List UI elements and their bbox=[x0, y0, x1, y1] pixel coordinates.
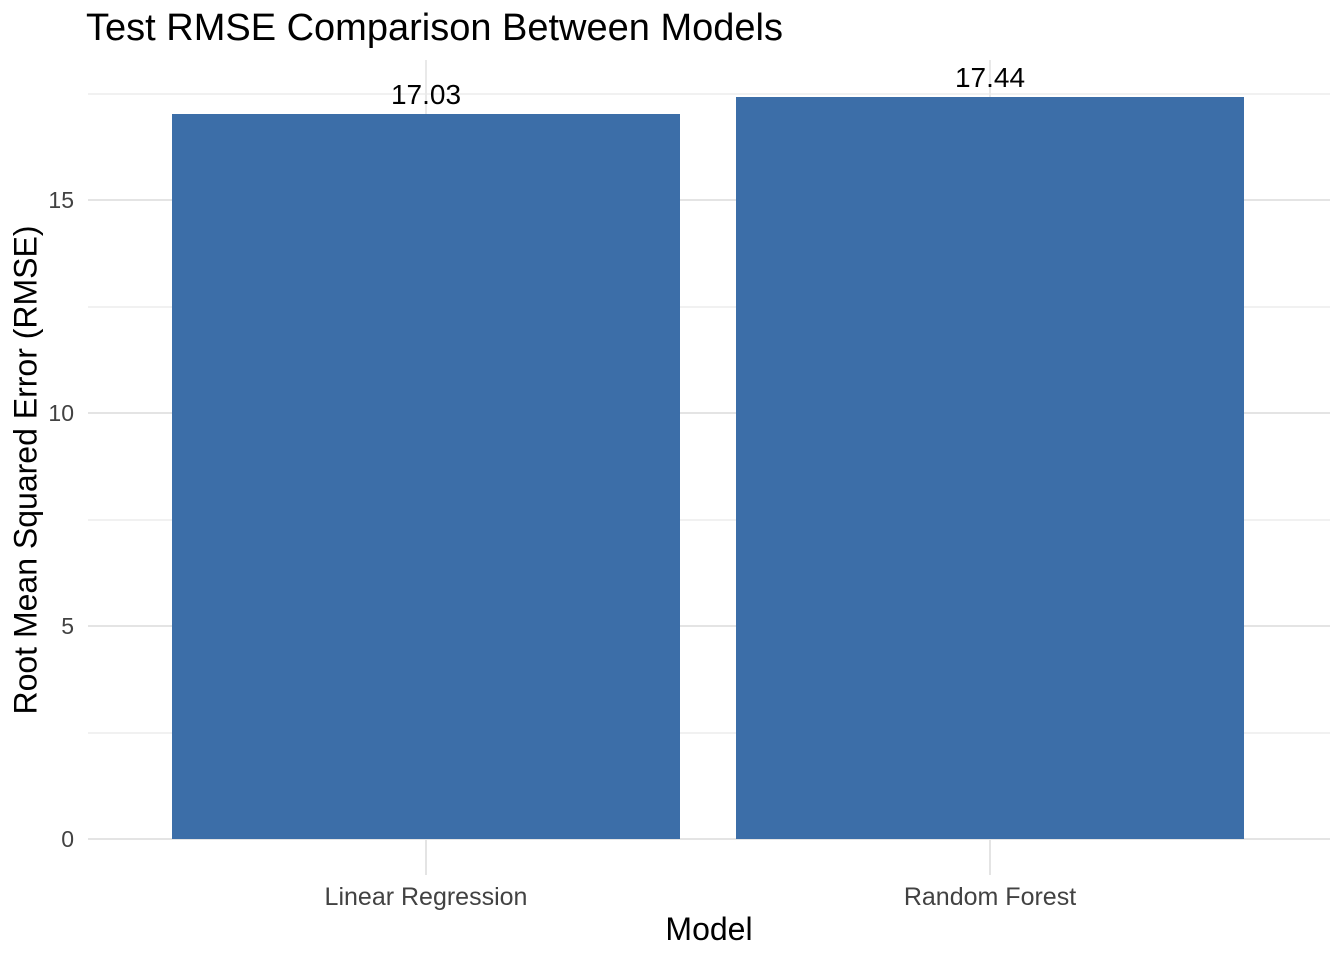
gridline-minor bbox=[88, 305, 1330, 308]
gridline-major bbox=[88, 199, 1330, 202]
bar bbox=[736, 96, 1244, 839]
y-tick-label: 15 bbox=[48, 187, 74, 214]
y-tick-label: 5 bbox=[61, 613, 74, 640]
gridline-major bbox=[88, 838, 1330, 840]
x-tick-label: Random Forest bbox=[903, 883, 1077, 911]
plot-area: 17.03 17.44 bbox=[88, 60, 1330, 840]
gridline-minor bbox=[88, 731, 1330, 734]
gridline-minor bbox=[88, 93, 1330, 96]
bar bbox=[172, 114, 680, 839]
chart-title: Test RMSE Comparison Between Models bbox=[86, 7, 783, 49]
y-tick-label: 10 bbox=[48, 400, 74, 427]
x-axis-title: Model bbox=[665, 911, 753, 947]
y-tick-label: 0 bbox=[61, 826, 74, 852]
gridline-major bbox=[88, 625, 1330, 628]
bar-value-label: 17.03 bbox=[390, 79, 462, 111]
bar-value-label: 17.44 bbox=[954, 61, 1026, 93]
gridline-minor bbox=[88, 518, 1330, 521]
y-axis-title: Root Mean Squared Error (RMSE) bbox=[7, 225, 44, 715]
x-tick-mark bbox=[989, 839, 991, 875]
x-tick-mark bbox=[425, 839, 427, 875]
gridline-major bbox=[88, 412, 1330, 415]
x-tick-label: Linear Regression bbox=[324, 883, 528, 911]
